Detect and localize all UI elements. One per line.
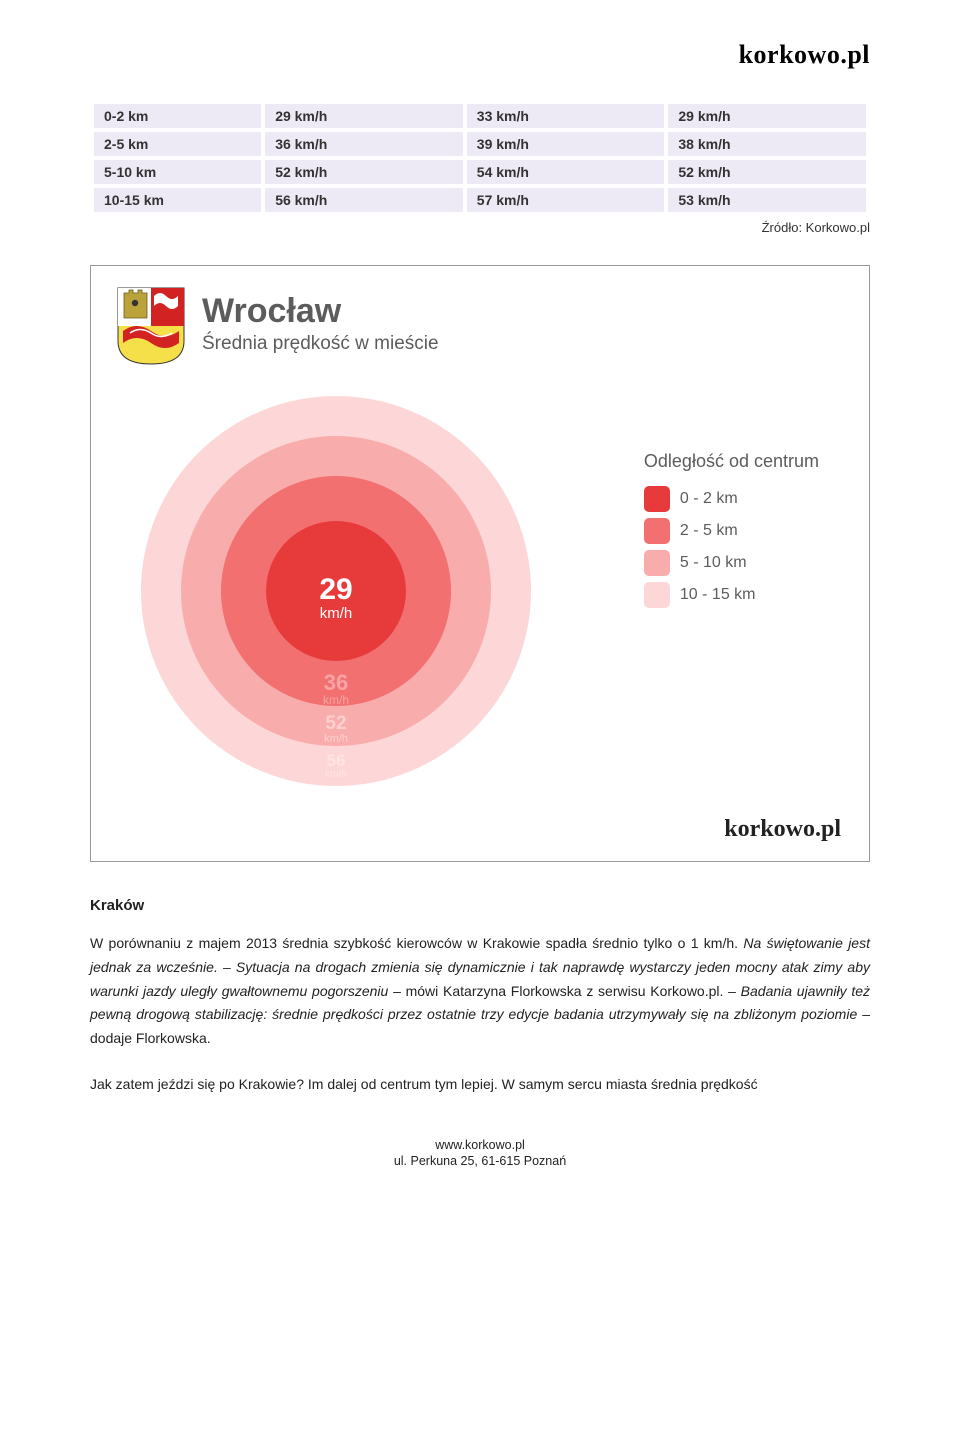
brand-logo: korkowo.pl <box>90 40 870 70</box>
table-row: 0-2 km 29 km/h 33 km/h 29 km/h <box>94 104 866 128</box>
legend-label: 0 - 2 km <box>680 490 738 508</box>
table-row: 2-5 km 36 km/h 39 km/h 38 km/h <box>94 132 866 156</box>
legend-swatch <box>644 486 670 512</box>
legend-item: 10 - 15 km <box>644 582 819 608</box>
cell-range: 5-10 km <box>94 160 261 184</box>
cell-value: 52 km/h <box>668 160 866 184</box>
legend-label: 2 - 5 km <box>680 522 738 540</box>
infographic-brand-logo: korkowo.pl <box>724 816 841 843</box>
legend-title: Odległość od centrum <box>644 451 819 472</box>
page-footer: www.korkowo.pl ul. Perkuna 25, 61-615 Po… <box>90 1137 870 1170</box>
cell-value: 38 km/h <box>668 132 866 156</box>
legend-swatch <box>644 582 670 608</box>
legend-label: 10 - 15 km <box>680 586 756 604</box>
ring-value-label: 52km/h <box>324 714 348 745</box>
footer-address: ul. Perkuna 25, 61-615 Poznań <box>90 1153 870 1169</box>
city-name: Wrocław <box>202 292 439 331</box>
legend-swatch <box>644 550 670 576</box>
text: W porównaniu z majem 2013 średnia szybko… <box>90 935 743 951</box>
cell-value: 54 km/h <box>467 160 665 184</box>
city-coat-of-arms-icon <box>116 286 186 366</box>
cell-range: 0-2 km <box>94 104 261 128</box>
table-row: 5-10 km 52 km/h 54 km/h 52 km/h <box>94 160 866 184</box>
infographic-subtitle: Średnia prędkość w mieście <box>202 333 439 355</box>
ring-value-label: 36km/h <box>323 671 349 707</box>
cell-value: 36 km/h <box>265 132 463 156</box>
paragraph: Jak zatem jeździ się po Krakowie? Im dal… <box>90 1073 870 1097</box>
footer-url: www.korkowo.pl <box>90 1137 870 1153</box>
legend-item: 2 - 5 km <box>644 518 819 544</box>
speed-table: 0-2 km 29 km/h 33 km/h 29 km/h 2-5 km 36… <box>90 100 870 216</box>
cell-value: 29 km/h <box>265 104 463 128</box>
infographic-panel: Wrocław Średnia prędkość w mieście 56km/… <box>90 265 870 862</box>
cell-value: 57 km/h <box>467 188 665 212</box>
legend-item: 0 - 2 km <box>644 486 819 512</box>
cell-value: 53 km/h <box>668 188 866 212</box>
cell-value: 29 km/h <box>668 104 866 128</box>
legend: Odległość od centrum 0 - 2 km 2 - 5 km 5 -… <box>644 451 819 614</box>
table-row: 10-15 km 56 km/h 57 km/h 53 km/h <box>94 188 866 212</box>
paragraph: W porównaniu z majem 2013 średnia szybko… <box>90 932 870 1051</box>
legend-swatch <box>644 518 670 544</box>
concentric-rings-chart: 56km/h 52km/h 36km/h 29km/h <box>141 396 531 786</box>
cell-value: 39 km/h <box>467 132 665 156</box>
cell-value: 52 km/h <box>265 160 463 184</box>
text: – mówi Katarzyna Florkowska z serwisu Ko… <box>388 983 740 999</box>
legend-item: 5 - 10 km <box>644 550 819 576</box>
section-heading: Kraków <box>90 897 870 914</box>
legend-label: 5 - 10 km <box>680 554 747 572</box>
cell-range: 2-5 km <box>94 132 261 156</box>
cell-range: 10-15 km <box>94 188 261 212</box>
cell-value: 56 km/h <box>265 188 463 212</box>
ring-value-label: 56km/h <box>325 752 347 780</box>
cell-value: 33 km/h <box>467 104 665 128</box>
ring-value-label: 29km/h <box>319 574 352 621</box>
table-source: Źródło: Korkowo.pl <box>90 220 870 235</box>
